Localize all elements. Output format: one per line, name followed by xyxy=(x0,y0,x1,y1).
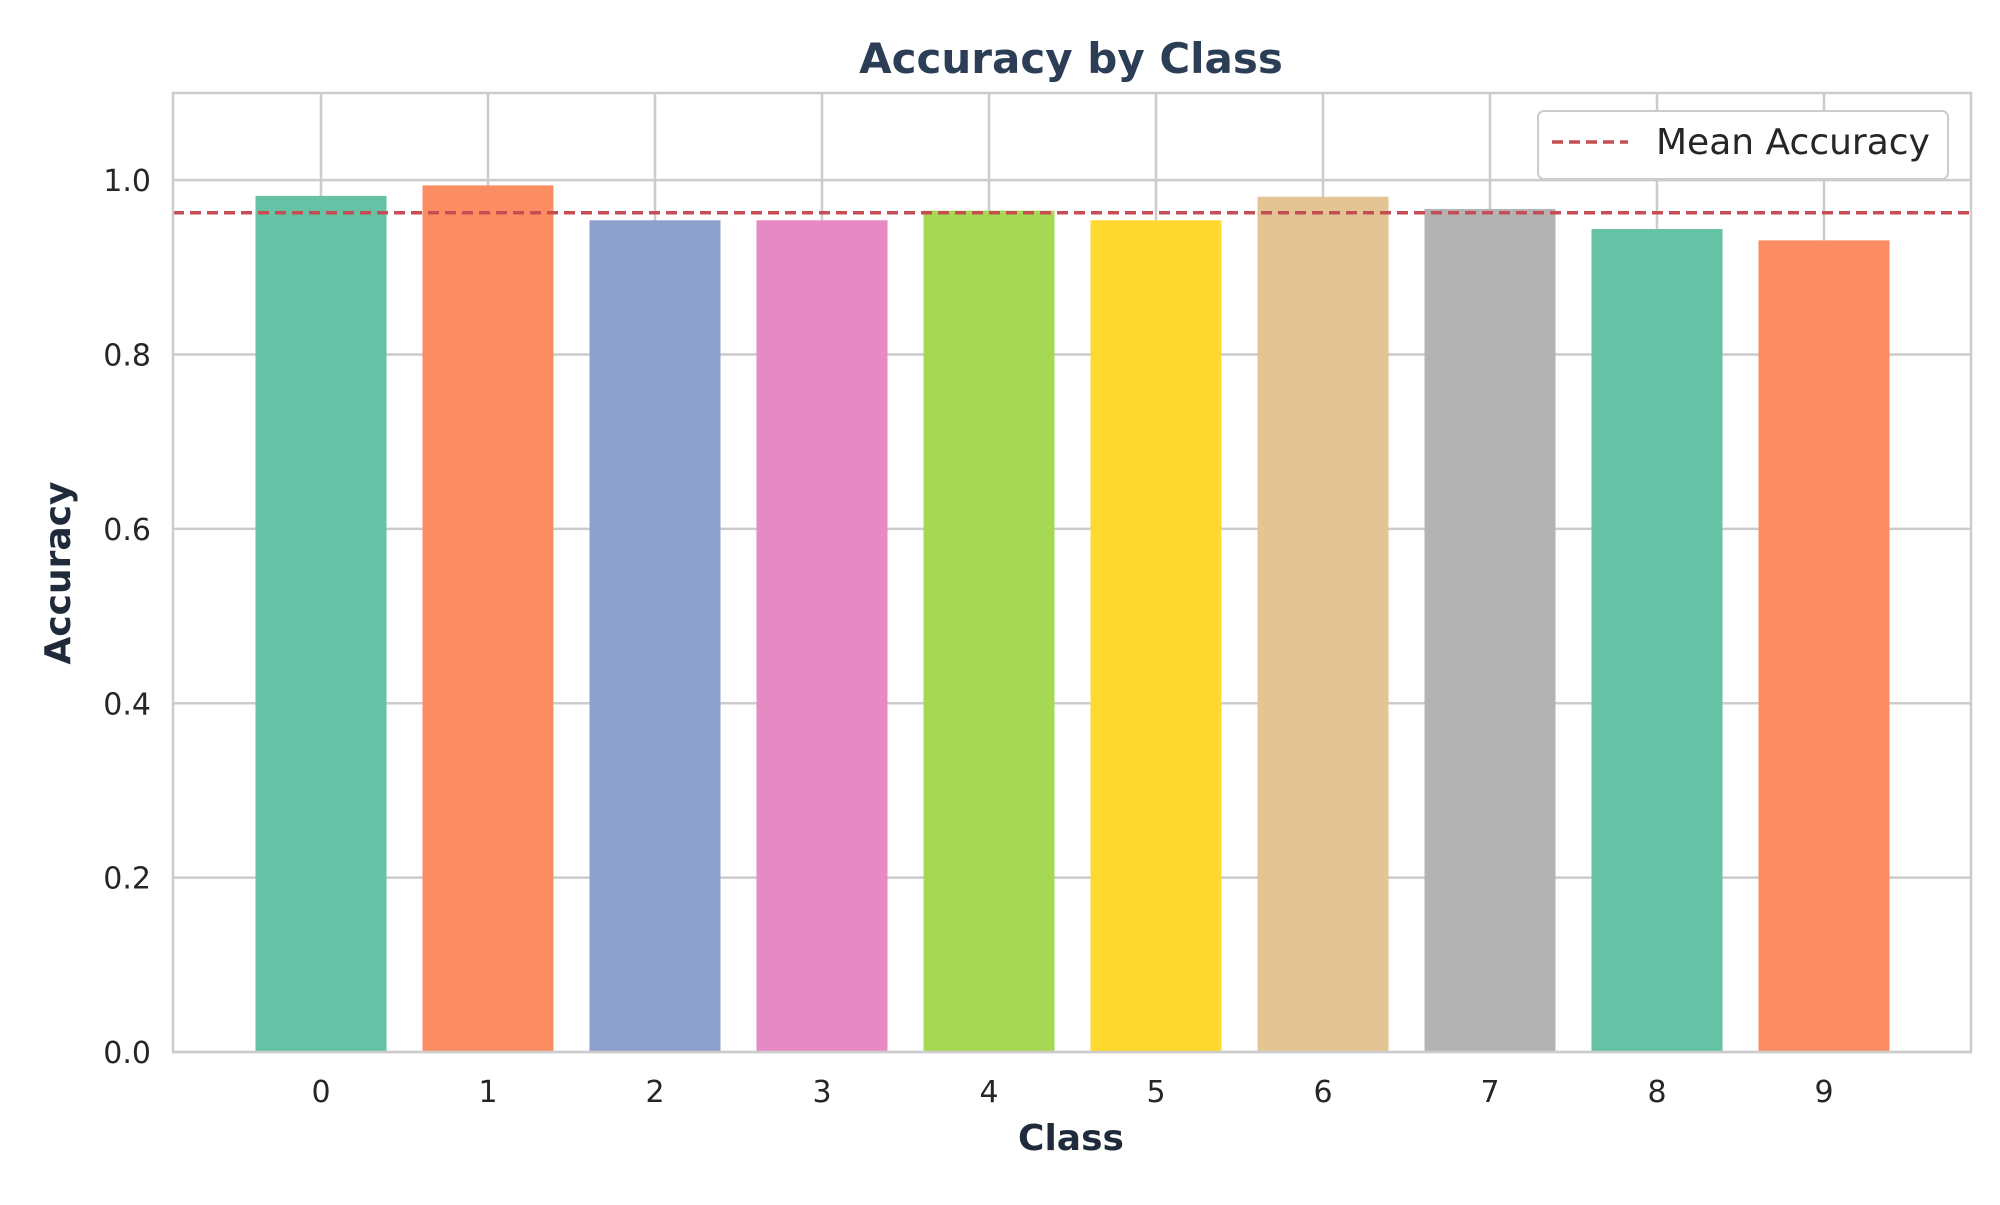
x-axis-label: Class xyxy=(1018,1118,1124,1159)
bar-class-2 xyxy=(589,220,721,1052)
x-tick-label: 3 xyxy=(812,1075,831,1110)
x-tick-label: 7 xyxy=(1480,1075,1499,1110)
bar-class-1 xyxy=(422,185,554,1052)
x-tick-label: 5 xyxy=(1146,1075,1165,1110)
bar-class-3 xyxy=(756,220,888,1052)
bar-class-9 xyxy=(1758,240,1890,1052)
bar-class-0 xyxy=(255,195,387,1053)
legend: Mean Accuracy xyxy=(1537,110,1949,180)
chart-title: Accuracy by Class xyxy=(859,34,1283,83)
x-tick-label: 9 xyxy=(1814,1075,1833,1110)
y-tick-label: 0.6 xyxy=(103,513,151,548)
x-tick-label: 0 xyxy=(311,1075,330,1110)
bar-class-4 xyxy=(923,210,1055,1053)
x-tick-label: 8 xyxy=(1647,1075,1666,1110)
y-tick-label: 0.0 xyxy=(103,1036,151,1071)
y-tick-label: 0.8 xyxy=(103,339,151,374)
bar-class-8 xyxy=(1591,229,1723,1052)
y-axis-label: Accuracy xyxy=(38,481,79,664)
x-tick-label: 4 xyxy=(979,1075,998,1110)
tick-labels: 0.0 0.2 0.4 0.6 0.8 1.0 0 1 2 3 4 5 6 7 8 9 xyxy=(103,164,1833,1110)
y-tick-label: 0.4 xyxy=(103,687,151,722)
y-tick-label: 1.0 xyxy=(103,164,151,199)
bar-class-6 xyxy=(1257,196,1389,1053)
x-tick-label: 2 xyxy=(645,1075,664,1110)
legend-box xyxy=(1537,110,1949,180)
x-tick-label: 6 xyxy=(1313,1075,1332,1110)
y-tick-label: 0.2 xyxy=(103,862,151,897)
bars xyxy=(255,185,1890,1053)
plot-frame xyxy=(171,91,1973,1054)
bar-class-5 xyxy=(1090,220,1222,1052)
bar-class-7 xyxy=(1424,208,1556,1053)
x-tick-label: 1 xyxy=(478,1075,497,1110)
legend-label: Mean Accuracy xyxy=(1656,122,1930,163)
